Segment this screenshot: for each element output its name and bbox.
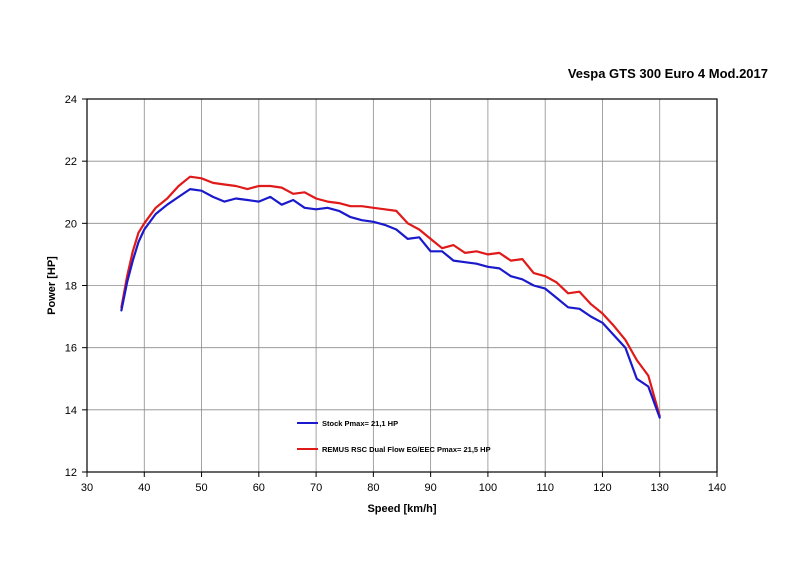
x-tick-label: 80: [367, 482, 379, 494]
grid-lines: [87, 99, 717, 472]
y-tick-label: 24: [65, 94, 77, 106]
x-tick-label: 60: [253, 482, 265, 494]
x-tick-label: 130: [651, 482, 669, 494]
series-line-stock: [120, 188, 661, 419]
x-axis-title: Speed [km/h]: [367, 503, 436, 515]
y-axis-title: Power [HP]: [46, 256, 58, 315]
x-tick-label: 30: [81, 482, 93, 494]
x-tick-label: 70: [310, 482, 322, 494]
x-tick-label: 100: [479, 482, 497, 494]
legend: Stock Pmax= 21,1 HP REMUS RSC Dual Flow …: [297, 419, 491, 454]
x-tick-label: 140: [708, 482, 726, 494]
chart-title: Vespa GTS 300 Euro 4 Mod.2017: [567, 66, 768, 81]
x-tick-label: 120: [593, 482, 611, 494]
legend-label-stock: Stock Pmax= 21,1 HP: [322, 419, 398, 428]
legend-label-remus: REMUS RSC Dual Flow EG/EEC Pmax= 21,5 HP: [322, 445, 491, 454]
x-tick-label: 40: [138, 482, 150, 494]
x-tick-label: 90: [425, 482, 437, 494]
x-tick-label: 110: [536, 482, 554, 494]
y-tick-label: 22: [65, 156, 77, 168]
series-line-remus: [120, 175, 661, 418]
y-tick-label: 12: [65, 467, 77, 479]
y-tick-label: 18: [65, 281, 77, 293]
x-tick-label: 50: [195, 482, 207, 494]
series-lines: [120, 175, 661, 419]
y-tick-label: 14: [65, 405, 77, 417]
y-tick-label: 20: [65, 218, 77, 230]
y-tick-label: 16: [65, 343, 77, 355]
axis-ticks: 30 40 50 60 70 80 90 100 110 120 130 140 12 14 16 18 20 2…: [65, 94, 726, 494]
